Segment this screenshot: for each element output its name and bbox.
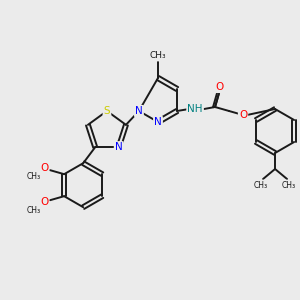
Text: N: N [154, 117, 162, 127]
Text: CH₃: CH₃ [27, 206, 41, 215]
Text: CH₃: CH₃ [27, 172, 41, 181]
Text: O: O [239, 110, 247, 120]
Text: O: O [40, 197, 48, 207]
Text: CH₃: CH₃ [150, 52, 166, 61]
Text: O: O [40, 163, 48, 173]
Text: S: S [103, 106, 110, 116]
Text: NH: NH [187, 104, 203, 114]
Text: CH₃: CH₃ [282, 181, 296, 190]
Text: N: N [135, 106, 143, 116]
Text: CH₃: CH₃ [254, 181, 268, 190]
Text: O: O [215, 82, 223, 92]
Text: N: N [115, 142, 123, 152]
